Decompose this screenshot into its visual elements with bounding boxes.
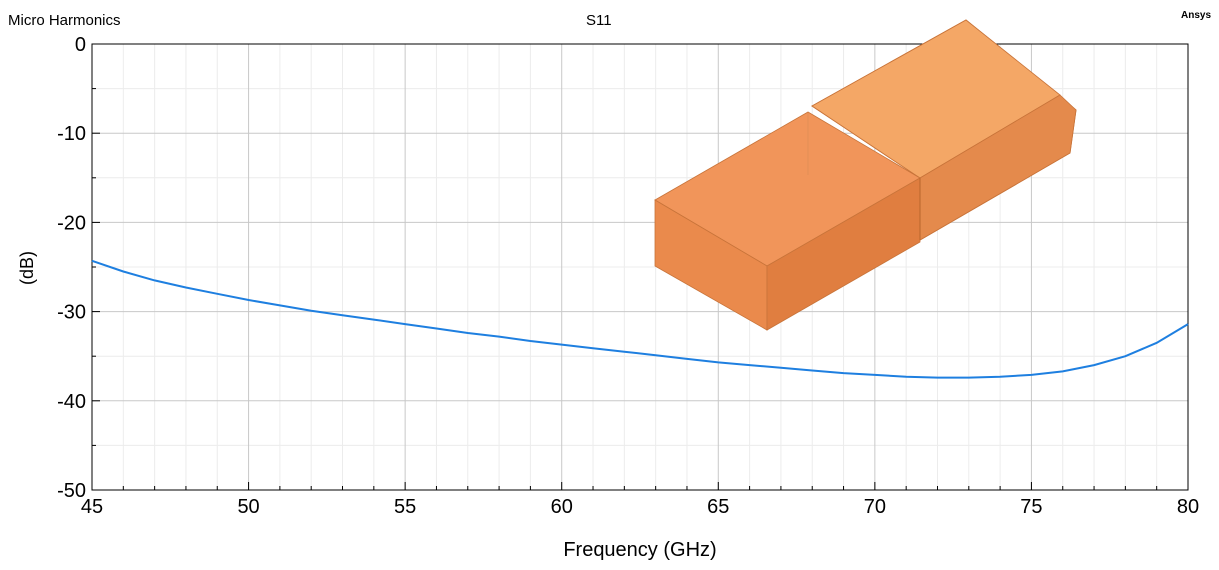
- company-name: Micro Harmonics: [8, 12, 121, 29]
- y-tick-label: -20: [57, 212, 86, 234]
- s11-series-line: [91, 259, 1189, 379]
- x-tick-label: 60: [551, 496, 573, 518]
- y-tick-label: -40: [57, 391, 86, 413]
- y-axis-label: (dB): [17, 251, 37, 285]
- y-tick-label: -30: [57, 302, 86, 324]
- brand-logo: Ansys: [1180, 10, 1211, 21]
- x-tick-label: 45: [81, 496, 103, 518]
- x-axis-label: Frequency (GHz): [563, 539, 716, 561]
- x-tick-label: 80: [1177, 496, 1199, 518]
- axis-ticks: [91, 43, 1189, 491]
- x-tick-label: 75: [1020, 496, 1042, 518]
- chart-title: S11: [586, 12, 612, 29]
- waveguide-model-image: [654, 19, 1077, 331]
- tick-labels: 45 50 55 60 65 70 75 80 0 -10 -20 -30 -40 -50: [57, 34, 1199, 518]
- y-tick-label: -10: [57, 123, 86, 145]
- y-tick-label: 0: [75, 34, 86, 56]
- x-tick-label: 55: [394, 496, 416, 518]
- x-tick-label: 70: [864, 496, 886, 518]
- x-tick-label: 50: [237, 496, 259, 518]
- y-tick-label: -50: [57, 480, 86, 502]
- x-tick-label: 65: [707, 496, 729, 518]
